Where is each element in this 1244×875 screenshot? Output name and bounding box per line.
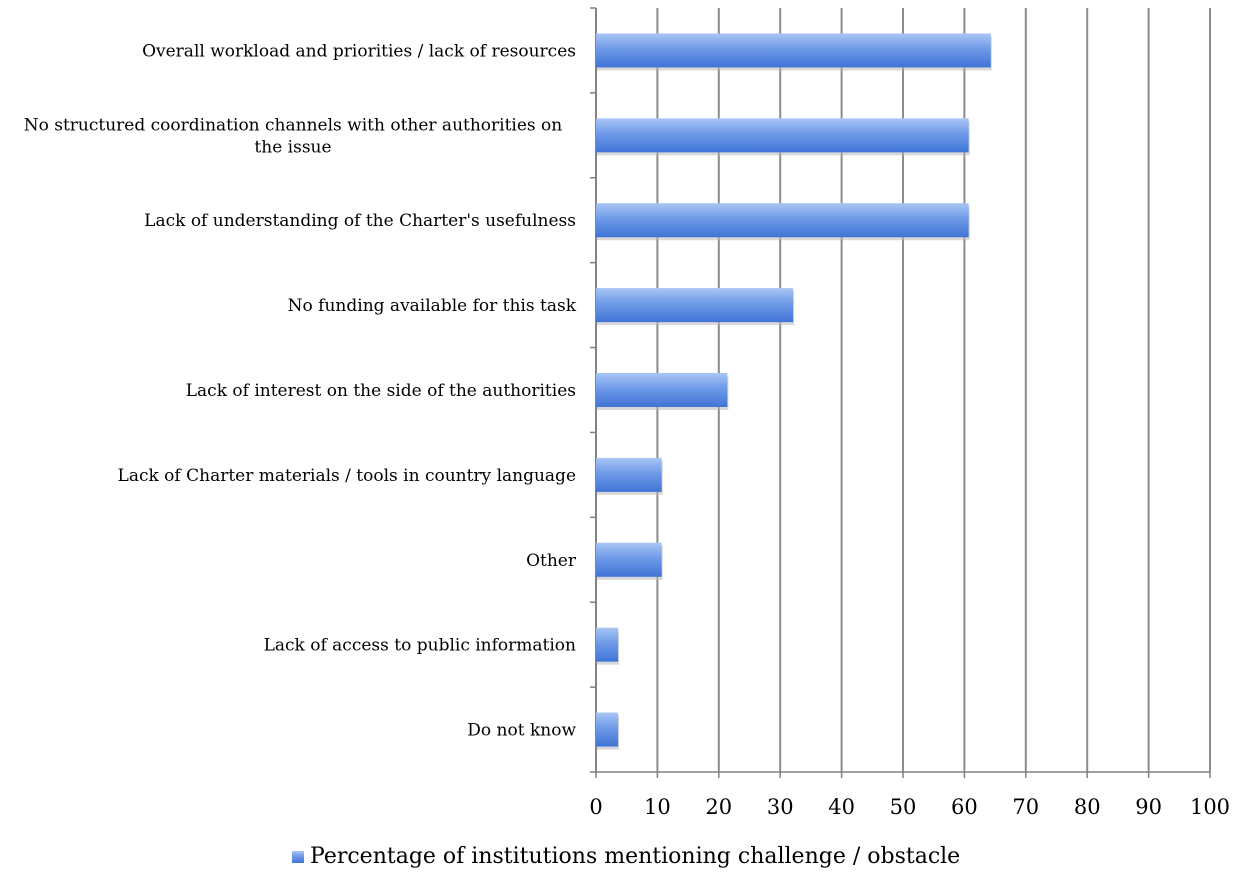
x-tick-label: 100: [1190, 795, 1230, 819]
x-tick-label: 30: [767, 795, 794, 819]
x-tick-labels: 0 10 20 30 40 50 60 70 80 90 100: [589, 795, 1230, 819]
x-tick-label: 60: [951, 795, 978, 819]
bar: [596, 203, 969, 238]
category-label: No funding available for this task: [288, 296, 577, 316]
bar: [596, 457, 662, 492]
x-tick-label: 70: [1012, 795, 1039, 819]
x-tick-label: 20: [705, 795, 732, 819]
x-tick-label: 90: [1135, 795, 1162, 819]
category-label: Do not know: [467, 721, 576, 741]
category-labels: Overall workload and priorities / lack o…: [24, 41, 577, 740]
legend: Percentage of institutions mentioning ch…: [292, 844, 960, 869]
x-tick-label: 10: [644, 795, 671, 819]
category-label: Lack of access to public information: [264, 636, 576, 656]
category-label: Lack of interest on the side of the auth…: [186, 381, 576, 401]
x-tick-label: 40: [828, 795, 855, 819]
category-label: Overall workload and priorities / lack o…: [142, 41, 576, 61]
category-label: Lack of Charter materials / tools in cou…: [118, 466, 576, 486]
bar: [596, 627, 619, 662]
category-label: Lack of understanding of the Charter's u…: [144, 211, 576, 231]
bars: [596, 33, 992, 750]
category-label: No structured coordination channels with…: [24, 115, 563, 157]
x-tick-label: 80: [1074, 795, 1101, 819]
x-tick-label: 50: [890, 795, 917, 819]
bar: [596, 373, 728, 407]
bar: [596, 118, 969, 153]
legend-swatch: [292, 851, 304, 863]
bar: [596, 33, 991, 68]
x-tick-label: 0: [589, 795, 602, 819]
bar: [596, 288, 794, 323]
category-label: Other: [526, 551, 577, 571]
bar: [596, 712, 619, 747]
bar: [596, 542, 662, 577]
legend-label: Percentage of institutions mentioning ch…: [310, 844, 960, 869]
